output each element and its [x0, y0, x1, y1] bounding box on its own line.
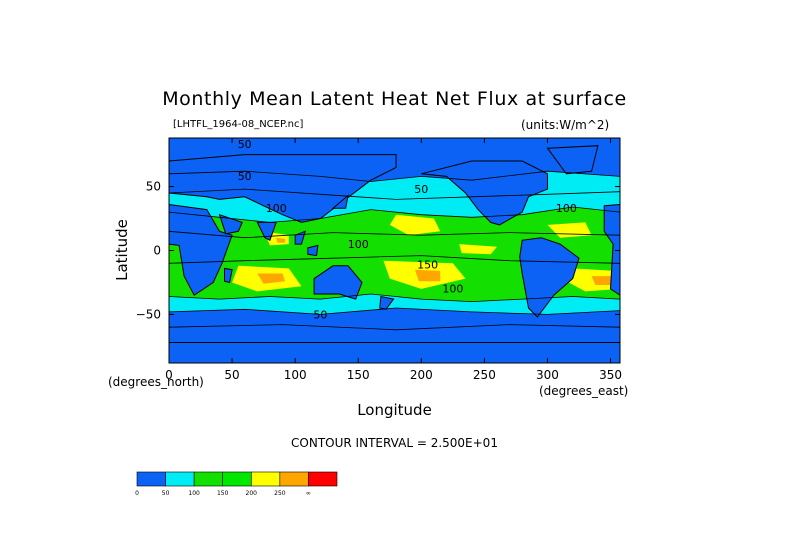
contour-interval-label: CONTOUR INTERVAL = 2.500E+01: [291, 436, 498, 450]
continent: [224, 267, 233, 284]
contour-line: [169, 206, 620, 223]
colorbar-tick-label: ∞: [306, 490, 311, 497]
continent: [313, 265, 363, 300]
x-tick-label: 50: [224, 368, 239, 382]
colorbar-tick-label: 150: [217, 490, 229, 497]
contour-lines: [169, 170, 620, 331]
x-tick-label: 300: [536, 368, 559, 382]
peak-flux-region: [276, 237, 286, 243]
y-axis-label: Latitude: [113, 219, 131, 281]
y-tick-label: 0: [153, 244, 161, 258]
colorbar-swatch: [250, 471, 281, 487]
x-tick-label: 0: [165, 368, 173, 382]
continent: [307, 244, 319, 257]
x-tick-label: 250: [473, 368, 496, 382]
axes: 0 50 100 150 200 250 300 350 50 0 −50: [136, 138, 622, 382]
units-label: (units:W/m^2): [521, 118, 610, 132]
contour-label: 50: [238, 138, 252, 151]
contour-label: 50: [414, 183, 428, 196]
contour-label: 100: [266, 202, 287, 215]
peak-flux-region: [415, 269, 441, 282]
x-tick-label: 150: [347, 368, 370, 382]
colorbar: 0 50 100 150 200 250 ∞: [135, 471, 338, 497]
x-tick-label: 350: [599, 368, 622, 382]
y-tick-label: 50: [146, 180, 161, 194]
contour-label: 100: [348, 238, 369, 251]
colorbar-tick-label: 100: [188, 490, 200, 497]
continent: [331, 194, 349, 209]
colorbar-swatch: [308, 471, 338, 487]
continent: [169, 203, 233, 296]
colorbar-swatch: [222, 471, 252, 487]
high-flux-region: [389, 214, 441, 236]
colorbar-swatch: [193, 471, 224, 487]
contour-label: 100: [556, 202, 577, 215]
chart-title: Monthly Mean Latent Heat Net Flux at sur…: [162, 88, 627, 110]
x-tick-label: 200: [410, 368, 433, 382]
colorbar-swatch: [279, 471, 309, 487]
contour-line: [169, 293, 620, 303]
high-flux-region: [566, 268, 620, 292]
continent: [218, 213, 243, 235]
x-tick-label: 100: [284, 368, 307, 382]
colorbar-swatch: [165, 471, 195, 487]
peak-flux-region: [591, 276, 611, 285]
continent: [519, 237, 580, 318]
contour-label: 50: [313, 308, 327, 321]
x-units-label: (degrees_east): [539, 384, 629, 398]
contour-line: [169, 170, 620, 182]
continent: [603, 203, 620, 296]
colorbar-tick-label: 250: [274, 490, 286, 497]
colorbar-tick-label: 200: [246, 490, 258, 497]
continent: [379, 295, 395, 310]
contour-line: [169, 307, 620, 315]
colorbar-tick-label: 50: [162, 490, 170, 497]
contour-label: 150: [417, 258, 438, 271]
y-units-label: (degrees_north): [108, 375, 204, 389]
contour-line: [169, 324, 620, 331]
continent: [169, 342, 620, 363]
continent: [421, 160, 548, 226]
contour-line: [169, 255, 620, 264]
x-axis-label: Longitude: [357, 401, 432, 419]
contour-line: [169, 188, 620, 200]
contour-line: [169, 230, 620, 239]
high-flux-region: [459, 244, 497, 255]
contour-label: 50: [238, 170, 252, 183]
continent: [546, 145, 599, 175]
peak-flux-region: [257, 273, 286, 284]
colorbar-swatch: [136, 471, 166, 487]
colorbar-tick-label: 0: [135, 490, 139, 497]
contour-label: 100: [442, 283, 463, 296]
file-label: [LHTFL_1964-08_NCEP.nc]: [173, 119, 304, 130]
contour-labels: 50 100 50 100 100 100 50 150 50: [238, 138, 577, 321]
y-tick-label: −50: [136, 307, 161, 321]
